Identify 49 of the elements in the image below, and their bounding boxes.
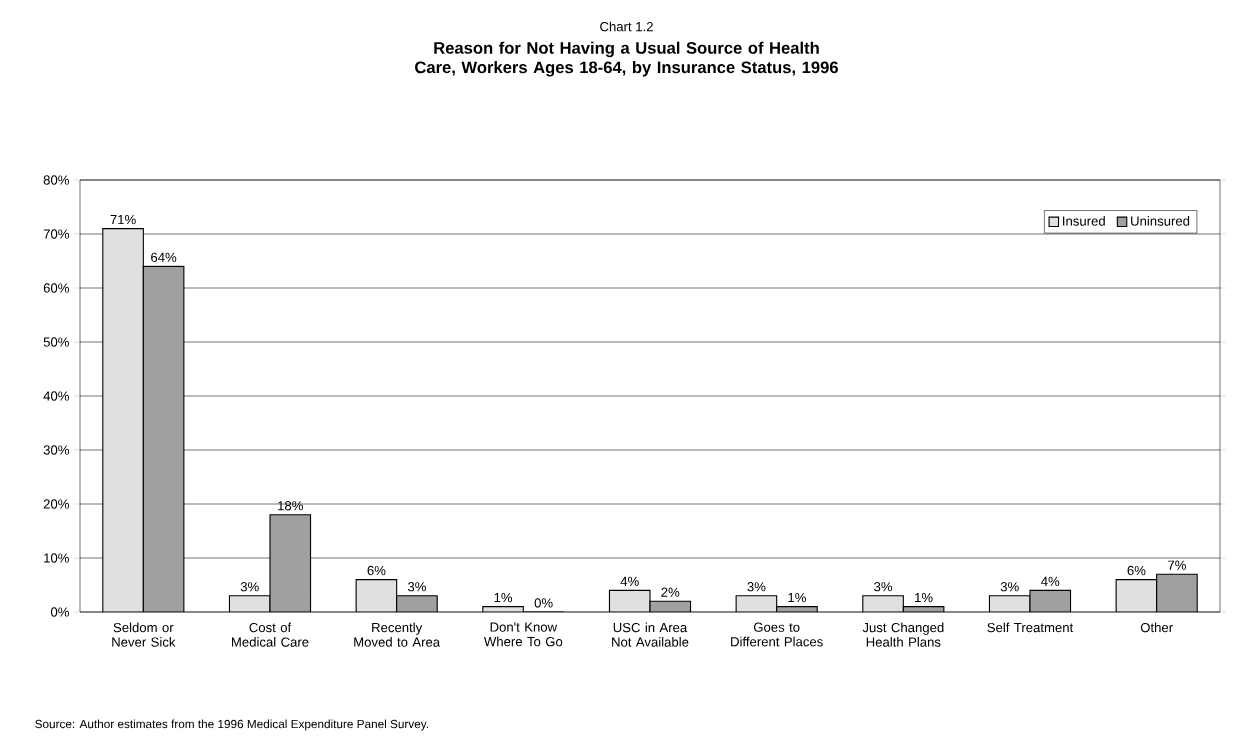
data-label: 71% xyxy=(110,214,136,225)
x-tick-label: Self Treatment xyxy=(987,622,1074,633)
data-label: 1% xyxy=(788,592,806,603)
x-tick-label: Goes to Different Places xyxy=(731,622,823,647)
bar xyxy=(1156,573,1198,612)
y-tick-label: 60% xyxy=(43,283,69,293)
bar xyxy=(1115,579,1158,612)
bar xyxy=(102,228,144,612)
data-label: 3% xyxy=(407,582,426,592)
data-label: 7% xyxy=(1168,560,1186,570)
y-tick-label: 20% xyxy=(43,499,69,509)
legend-label: Insured xyxy=(1063,216,1105,226)
data-label: 1% xyxy=(494,592,513,603)
x-tick-label: Other xyxy=(1140,622,1173,633)
data-label: 0% xyxy=(534,598,553,608)
bar xyxy=(396,595,438,612)
chart-subtitle: Chart 1.2 xyxy=(600,21,653,32)
y-tick-label: 80% xyxy=(43,175,69,185)
y-tick-label: 10% xyxy=(44,553,69,563)
bar xyxy=(142,265,185,612)
data-label: 18% xyxy=(278,501,303,511)
x-tick-label: USC in Area Not Available xyxy=(612,622,689,647)
x-tick-label: Cost of Medical Care xyxy=(232,622,309,647)
y-tick-label: 30% xyxy=(43,445,69,455)
data-label: 1% xyxy=(915,592,933,603)
data-label: 3% xyxy=(874,582,893,592)
bar xyxy=(270,514,311,612)
bar xyxy=(355,579,398,612)
data-label: 6% xyxy=(367,565,386,576)
source-note: Source: Author estimates from the 1996 Medical Expenditure Panel Survey. xyxy=(35,719,428,731)
data-label: 3% xyxy=(1000,582,1019,592)
data-label: 3% xyxy=(747,582,766,592)
data-label: 6% xyxy=(1127,565,1146,576)
y-tick-label: 40% xyxy=(43,391,69,401)
y-tick-label: 70% xyxy=(43,229,69,239)
y-tick-label: 0% xyxy=(50,607,69,617)
x-tick-label: Just Changed Health Plans xyxy=(862,622,944,647)
data-label: 4% xyxy=(1041,576,1060,586)
chart-title: Reason for Not Having a Usual Source of Health Care, Workers Ages 18-64, by Insurance Status, 1996 xyxy=(415,41,838,77)
legend-label: Uninsured xyxy=(1131,216,1190,226)
x-tick-label: Recently Moved to Area xyxy=(354,622,441,647)
x-tick-label: Seldom or Never Sick xyxy=(112,622,176,647)
data-label: 2% xyxy=(661,587,680,597)
y-tick-label: 50% xyxy=(43,337,69,347)
x-tick-label: Don't Know Where To Go xyxy=(483,622,563,647)
data-label: 3% xyxy=(240,582,259,592)
data-label: 64% xyxy=(151,252,177,262)
bar xyxy=(862,595,904,612)
data-label: 4% xyxy=(620,576,639,586)
